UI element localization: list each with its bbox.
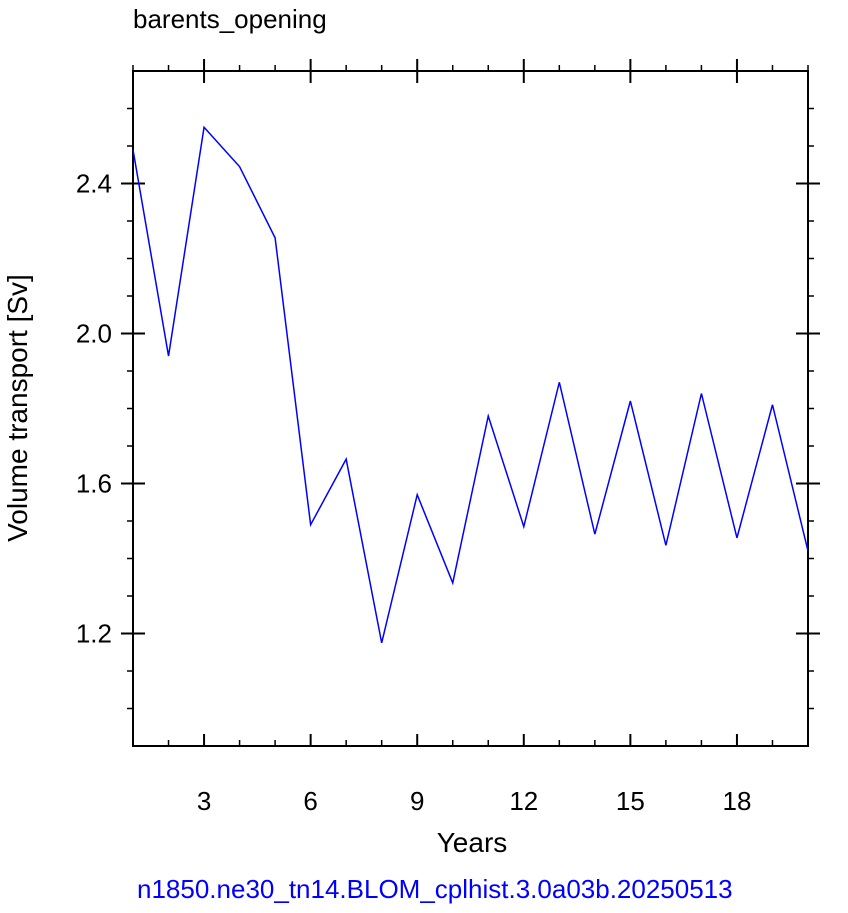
y-tick-label: 2.0 <box>76 319 112 349</box>
series-line-0 <box>132 125 809 644</box>
x-tick-label: 9 <box>410 786 424 816</box>
y-tick-label: 1.6 <box>76 469 112 499</box>
axis-ticks <box>121 59 820 746</box>
x-tick-label: 6 <box>303 786 317 816</box>
series-layer <box>132 125 809 644</box>
tick-labels: 3 6 9 12 15 18 1.2 1.6 2.0 2.4 <box>76 169 752 817</box>
footer-case-name: n1850.ne30_tn14.BLOM_cplhist.3.0a03b.202… <box>137 874 733 904</box>
y-tick-label: 1.2 <box>76 619 112 649</box>
plot-frame <box>132 70 809 747</box>
x-tick-label: 18 <box>722 786 751 816</box>
chart-title: barents_opening <box>133 4 327 34</box>
x-tick-label: 12 <box>509 786 538 816</box>
y-axis-label: Volume transport [Sv] <box>2 274 33 542</box>
x-tick-label: 3 <box>197 786 211 816</box>
x-axis-label: Years <box>437 827 508 858</box>
y-tick-label: 2.4 <box>76 169 112 199</box>
x-tick-label: 15 <box>616 786 645 816</box>
